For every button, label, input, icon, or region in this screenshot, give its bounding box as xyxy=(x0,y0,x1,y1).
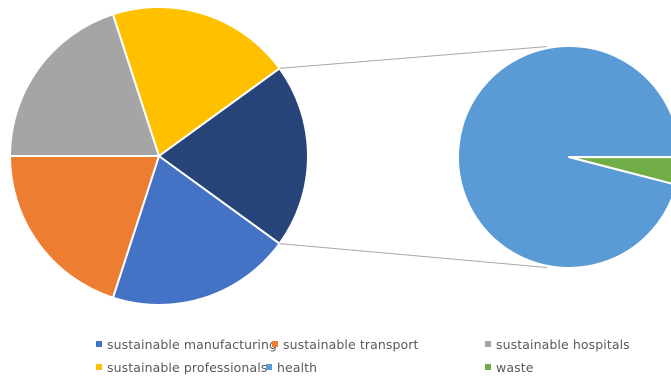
legend-item-health[interactable]: health xyxy=(266,359,449,375)
legend-label: sustainable transport xyxy=(283,336,419,352)
legend-label: sustainable manufacturing xyxy=(107,336,278,352)
legend-label: sustainable hospitals xyxy=(496,336,630,352)
legend-item-waste[interactable]: waste xyxy=(485,359,589,375)
legend-item-sustainable-hospitals[interactable]: sustainable hospitals xyxy=(485,336,630,352)
legend-swatch xyxy=(96,364,102,370)
secondary-pie xyxy=(457,44,671,269)
legend-item-sustainable-professionals[interactable]: sustainable professionals xyxy=(96,359,272,375)
legend-swatch xyxy=(272,341,278,347)
legend-label: health xyxy=(277,359,318,375)
pie-slice-other[interactable] xyxy=(158,67,309,245)
main-pie xyxy=(9,6,309,306)
legend-swatch xyxy=(485,341,491,347)
pie-slice-health[interactable] xyxy=(457,44,671,269)
legend-swatch xyxy=(266,364,272,370)
legend-swatch xyxy=(485,364,491,370)
legend: sustainable manufacturing sustainable tr… xyxy=(96,336,671,375)
connector-lines xyxy=(279,46,548,268)
legend-label: sustainable professionals xyxy=(107,359,268,375)
pie-slice-sustainable-transport[interactable] xyxy=(9,155,160,299)
legend-item-sustainable-manufacturing[interactable]: sustainable manufacturing xyxy=(96,336,277,352)
connector-line-top xyxy=(279,46,548,69)
pie-slice-sustainable-manufacturing[interactable] xyxy=(111,155,281,306)
pie-slice-waste[interactable] xyxy=(568,156,671,185)
legend-swatch xyxy=(96,341,102,347)
legend-label: waste xyxy=(496,359,534,375)
legend-item-sustainable-transport[interactable]: sustainable transport xyxy=(272,336,449,352)
connector-line-bottom xyxy=(279,243,548,268)
pie-slice-sustainable-professionals[interactable] xyxy=(111,6,281,157)
pie-slice-sustainable-hospitals[interactable] xyxy=(9,13,160,157)
